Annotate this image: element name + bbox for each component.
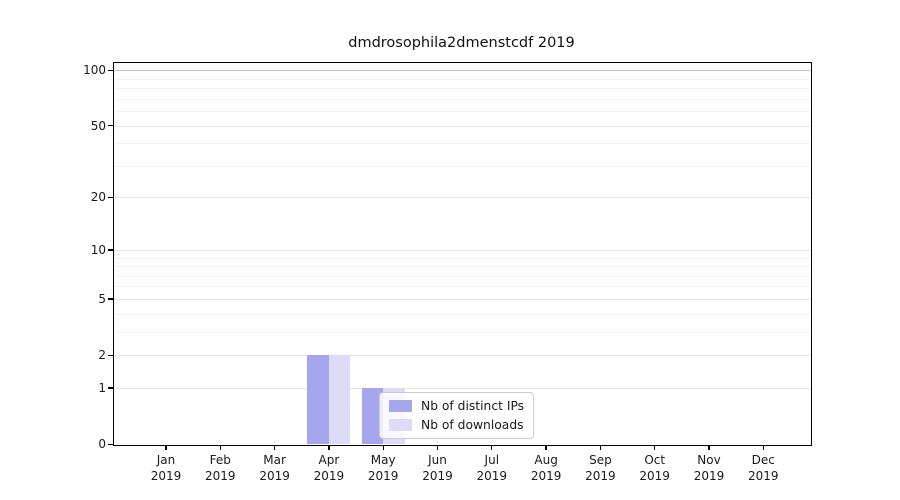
x-tick-label: Sep 2019 [572, 453, 628, 484]
x-tick-mark [708, 445, 710, 450]
x-tick-year: 2019 [476, 468, 508, 483]
minor-gridline [114, 98, 811, 100]
y-tick-label: 100 [83, 63, 106, 78]
x-tick-month: Apr [318, 453, 340, 467]
x-tick-mark [328, 445, 330, 450]
x-tick-label: Jan 2019 [138, 453, 194, 484]
x-tick-month: May [370, 453, 396, 467]
minor-gridline [114, 275, 811, 277]
x-tick-label: Jul 2019 [464, 453, 520, 484]
y-tick-mark [108, 196, 113, 199]
x-tick-label: Mar 2019 [247, 453, 303, 484]
x-tick-mark [165, 445, 167, 450]
x-tick-label: Nov 2019 [681, 453, 737, 484]
minor-gridline [114, 313, 811, 315]
legend-entry-distinct-ips: Nb of distinct IPs [389, 399, 524, 413]
legend-swatch-distinct-ips-icon [389, 400, 412, 412]
x-tick-month: Mar [263, 453, 286, 467]
x-tick-year: 2019 [367, 468, 399, 483]
y-tick-label: 10 [90, 242, 106, 257]
y-tick-mark [108, 69, 113, 72]
minor-gridline [114, 78, 811, 80]
x-tick-mark [382, 445, 384, 450]
y-tick-mark [108, 387, 113, 389]
y-tick-mark [108, 125, 113, 127]
x-tick-month: Oct [644, 453, 666, 467]
x-tick-mark [273, 445, 276, 450]
minor-gridline [114, 88, 811, 90]
minor-gridline [114, 111, 811, 113]
minor-gridline [114, 143, 811, 145]
x-tick-month: Dec [751, 453, 775, 467]
major-gridline [114, 387, 811, 389]
x-tick-month: Jul [484, 453, 500, 467]
x-tick-mark [762, 445, 764, 450]
x-tick-mark [545, 445, 547, 450]
legend-label-downloads: Nb of downloads [421, 418, 524, 432]
x-tick-year: 2019 [150, 468, 182, 483]
plot-area: Nb of distinct IPs Nb of downloads 0 1 2 5 1… [83, 62, 812, 483]
x-tick-year: 2019 [585, 468, 616, 483]
x-tick-year: 2019 [530, 468, 562, 483]
x-tick-label: Dec 2019 [735, 453, 791, 484]
x-tick-label: Apr 2019 [301, 453, 357, 484]
y-tick-label: 5 [98, 291, 106, 306]
major-gridline [114, 298, 811, 300]
y-tick-mark [108, 249, 113, 251]
y-tick-mark [108, 354, 113, 356]
x-tick-label: Feb 2019 [192, 453, 248, 484]
x-tick-year: 2019 [748, 468, 779, 483]
major-gridline [114, 355, 811, 357]
x-tick-year: 2019 [639, 468, 670, 483]
y-tick-label: 0 [98, 437, 106, 451]
y-tick-label: 2 [98, 348, 106, 363]
x-tick-month: Aug [534, 453, 558, 467]
x-tick-label: Oct 2019 [627, 453, 683, 484]
x-tick-year: 2019 [693, 468, 725, 483]
x-tick-label: Jun 2019 [410, 453, 466, 484]
bar-distinct-ips [361, 387, 384, 444]
x-tick-month: Sep [589, 453, 612, 467]
legend: Nb of distinct IPs Nb of downloads [379, 392, 535, 439]
major-gridline [114, 125, 811, 127]
x-tick-month: Jan [156, 453, 176, 467]
legend-label-distinct-ips: Nb of distinct IPs [421, 399, 525, 413]
x-tick-year: 2019 [205, 468, 236, 483]
x-tick-month: Nov [697, 453, 721, 467]
y-tick-label: 1 [98, 380, 106, 395]
bar-distinct-ips [307, 355, 329, 444]
x-tick-year: 2019 [313, 468, 345, 483]
x-tick-year: 2019 [422, 468, 453, 483]
major-gridline [114, 70, 811, 72]
y-tick-label: 50 [90, 118, 106, 133]
minor-gridline [114, 257, 811, 259]
x-tick-month: Feb [209, 453, 231, 467]
x-tick-mark [436, 445, 439, 450]
minor-gridline [114, 286, 811, 288]
x-tick-mark [654, 445, 656, 450]
x-tick-month: Jun [428, 453, 447, 467]
x-tick-label: Aug 2019 [518, 453, 574, 484]
minor-gridline [114, 165, 811, 167]
y-tick-mark [108, 298, 113, 300]
major-gridline [114, 197, 811, 199]
minor-gridline [114, 266, 811, 268]
legend-swatch-downloads-icon [389, 419, 412, 431]
bar-downloads [328, 355, 351, 444]
y-tick-mark [108, 443, 113, 445]
chart-title: dmdrosophila2dmenstcdf 2019 [348, 35, 575, 51]
x-tick-label: May 2019 [355, 453, 411, 484]
legend-entry-downloads: Nb of downloads [389, 418, 524, 432]
y-tick-label: 20 [90, 190, 106, 205]
x-tick-mark [491, 445, 493, 450]
x-tick-mark [219, 445, 221, 450]
x-tick-mark [599, 445, 602, 450]
minor-gridline [114, 331, 811, 333]
major-gridline [114, 249, 811, 251]
x-tick-year: 2019 [259, 468, 290, 483]
